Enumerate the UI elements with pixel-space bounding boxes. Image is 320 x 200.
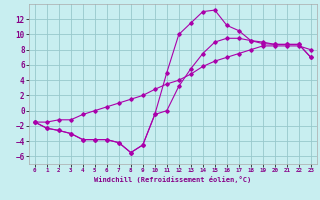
X-axis label: Windchill (Refroidissement éolien,°C): Windchill (Refroidissement éolien,°C) xyxy=(94,176,252,183)
